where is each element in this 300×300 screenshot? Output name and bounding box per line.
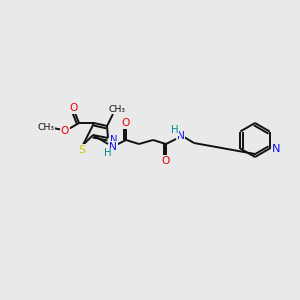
Text: O: O [122, 118, 130, 128]
Text: O: O [162, 156, 170, 166]
Text: N: N [109, 142, 117, 152]
Text: H: H [171, 125, 179, 135]
Text: O: O [70, 103, 78, 113]
Text: O: O [61, 126, 69, 136]
Text: CH₃: CH₃ [38, 122, 55, 131]
Text: N: N [110, 135, 118, 145]
Text: H: H [104, 148, 112, 158]
Text: N: N [177, 131, 185, 141]
Text: CH₃: CH₃ [109, 104, 125, 113]
Text: S: S [79, 145, 86, 155]
Text: N: N [272, 145, 280, 154]
